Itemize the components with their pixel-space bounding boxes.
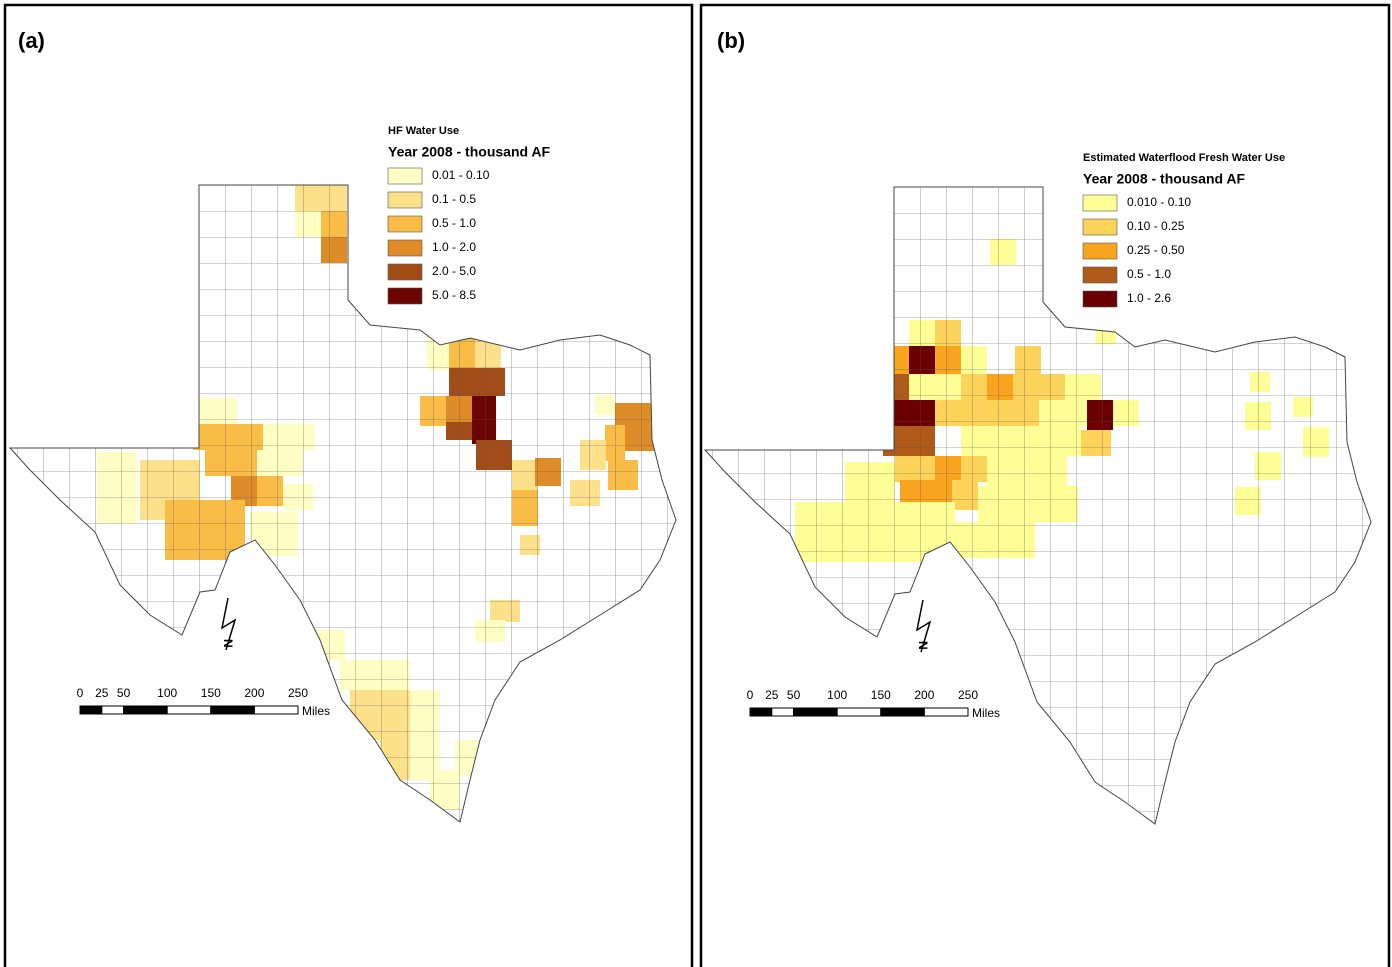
scale-tick-label: 0 <box>747 688 754 702</box>
scale-tick-label: 50 <box>787 688 801 702</box>
panel-frame <box>3 3 694 967</box>
scale-tick-label: 25 <box>765 688 779 702</box>
legend-subtitle: Year 2008 - thousand AF <box>388 144 551 160</box>
scale-segment <box>210 705 255 715</box>
scale-segment <box>166 705 212 715</box>
north-arrow <box>915 599 932 653</box>
north-arrow-label: N <box>916 641 930 650</box>
legend-swatch <box>1082 194 1118 212</box>
county-lines <box>705 187 1371 824</box>
legend-label: 0.5 - 1.0 <box>432 216 476 230</box>
scale-segment <box>123 705 168 715</box>
legend-swatch <box>1082 266 1118 284</box>
scale-unit: Miles <box>302 704 330 718</box>
scale-tick-label: 200 <box>914 688 934 702</box>
legend-label: 0.1 - 0.5 <box>432 192 476 206</box>
scale-segment <box>880 707 925 717</box>
legend-swatch <box>1082 242 1118 260</box>
scale-unit: Miles <box>972 706 1000 720</box>
panel-frame <box>699 3 1391 967</box>
legend-label: 0.01 - 0.10 <box>432 168 490 182</box>
scale-tick-label: 150 <box>871 688 891 702</box>
scale-segment <box>793 707 838 717</box>
map: N <box>704 186 1372 825</box>
scale-segment <box>923 707 969 717</box>
legend-label: 5.0 - 8.5 <box>432 288 476 302</box>
legend-label: 2.0 - 5.0 <box>432 264 476 278</box>
county-lines <box>10 185 676 822</box>
scale-segment <box>771 707 795 717</box>
legend-swatch <box>387 191 423 209</box>
scale-segment <box>79 705 103 715</box>
panel-label: (b) <box>717 28 745 53</box>
legend-swatch <box>387 215 423 233</box>
scale-tick-label: 150 <box>201 686 221 700</box>
north-arrow-label: N <box>221 639 235 648</box>
north-arrow <box>220 597 237 651</box>
panel-label: (a) <box>18 28 45 53</box>
legend-label: 1.0 - 2.6 <box>1127 291 1171 305</box>
legend-swatch <box>387 167 423 185</box>
scale-segment <box>749 707 773 717</box>
legend-title: Estimated Waterflood Fresh Water Use <box>1083 152 1285 164</box>
legend-title: HF Water Use <box>388 125 459 137</box>
scale-tick-label: 0 <box>77 686 84 700</box>
legend-label: 0.25 - 0.50 <box>1127 243 1185 257</box>
scale-tick-label: 200 <box>244 686 264 700</box>
legend-label: 0.010 - 0.10 <box>1127 195 1191 209</box>
legend-swatch <box>1082 290 1118 308</box>
scale-tick-label: 100 <box>827 688 847 702</box>
scale-segment <box>101 705 125 715</box>
legend-swatch <box>1082 218 1118 236</box>
scale-tick-label: 50 <box>117 686 131 700</box>
scale-segment <box>253 705 299 715</box>
legend-label: 1.0 - 2.0 <box>432 240 476 254</box>
scale-tick-label: 25 <box>95 686 109 700</box>
legend-label: 0.10 - 0.25 <box>1127 219 1185 233</box>
legend-swatch <box>387 239 423 257</box>
legend-subtitle: Year 2008 - thousand AF <box>1083 171 1246 187</box>
map: N <box>9 184 677 823</box>
legend-label: 0.5 - 1.0 <box>1127 267 1171 281</box>
scale-tick-label: 250 <box>288 686 308 700</box>
scale-segment <box>836 707 882 717</box>
scale-tick-label: 250 <box>958 688 978 702</box>
scale-tick-label: 100 <box>157 686 177 700</box>
legend-swatch <box>387 263 423 281</box>
legend-swatch <box>387 287 423 305</box>
